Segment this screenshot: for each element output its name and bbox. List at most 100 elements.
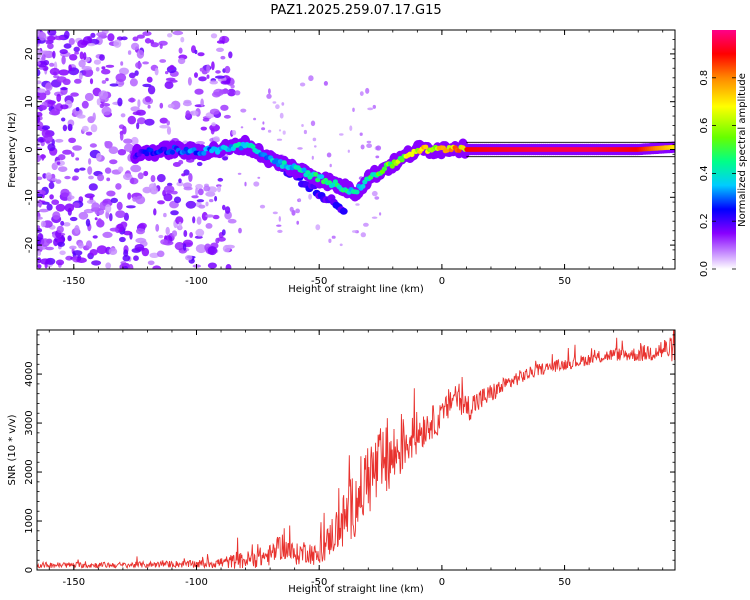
heatmap-noise-cell bbox=[347, 149, 350, 153]
heatmap-noise-cell bbox=[82, 68, 94, 77]
heatmap-noise-cell bbox=[220, 80, 231, 85]
heatmap-noise-cell bbox=[119, 132, 124, 141]
heatmap-noise-cell bbox=[272, 211, 278, 215]
heatmap-noise-cell bbox=[123, 249, 129, 257]
heatmap-noise-cell bbox=[60, 104, 69, 110]
heatmap-noise-cell bbox=[276, 224, 282, 227]
heatmap-noise-cell bbox=[312, 137, 317, 142]
heatmap-noise-cell bbox=[237, 172, 242, 175]
heatmap-noise-cell bbox=[205, 223, 213, 229]
heatmap-noise-cell bbox=[205, 201, 209, 207]
heatmap-noise-cell bbox=[203, 185, 211, 192]
heatmap-noise-cell bbox=[55, 203, 66, 212]
heatmap-noise-cell bbox=[94, 217, 98, 221]
heatmap-noise-cell bbox=[159, 59, 167, 63]
heatmap-noise-cell bbox=[159, 102, 164, 109]
heatmap-noise-cell bbox=[278, 216, 281, 222]
heatmap-noise-cell bbox=[56, 161, 61, 165]
heatmap-noise-cell bbox=[194, 49, 198, 55]
heatmap-x-tick-label: 50 bbox=[558, 276, 571, 287]
heatmap-noise-cell bbox=[157, 200, 165, 205]
heatmap-noise-cell bbox=[67, 235, 72, 242]
heatmap-noise-cell bbox=[160, 239, 169, 245]
heatmap-noise-cell bbox=[43, 134, 53, 144]
heatmap-noise-cell bbox=[165, 71, 169, 75]
heatmap-ridge-core bbox=[201, 150, 207, 156]
heatmap-y-label: Frequency (Hz) bbox=[7, 112, 18, 188]
heatmap-noise-cell bbox=[279, 112, 284, 119]
heatmap-y-tick-label: 0 bbox=[24, 146, 35, 152]
heatmap-noise-cell bbox=[181, 173, 186, 177]
heatmap-noise-cell bbox=[303, 129, 307, 135]
heatmap-ridge-core bbox=[423, 144, 429, 150]
heatmap-noise-cell bbox=[102, 231, 113, 238]
heatmap-noise-cell bbox=[352, 230, 357, 233]
heatmap-noise-cell bbox=[91, 260, 102, 266]
heatmap-noise-cell bbox=[131, 42, 140, 51]
heatmap-noise-cell bbox=[259, 204, 266, 209]
heatmap-noise-cell bbox=[47, 35, 56, 42]
heatmap-ridge-core bbox=[169, 149, 176, 155]
heatmap-noise-cell bbox=[272, 101, 277, 104]
heatmap-noise-cell bbox=[200, 126, 207, 131]
heatmap-x-tick-label: -150 bbox=[62, 276, 85, 287]
heatmap-noise-cell bbox=[101, 80, 107, 84]
heatmap-noise-cell bbox=[53, 61, 58, 70]
heatmap-noise-cell bbox=[355, 203, 360, 206]
heatmap-noise-cell bbox=[143, 170, 149, 177]
heatmap-noise-cell bbox=[210, 127, 215, 135]
heatmap-noise-cell bbox=[185, 255, 193, 261]
heatmap-noise-cell bbox=[175, 216, 184, 225]
heatmap-noise-cell bbox=[367, 107, 374, 111]
heatmap-noise-cell bbox=[257, 176, 261, 179]
heatmap-ridge-core bbox=[672, 144, 675, 150]
heatmap-noise-cell bbox=[120, 36, 128, 41]
snr-background bbox=[37, 330, 675, 570]
heatmap-noise-cell bbox=[144, 38, 152, 44]
heatmap-noise-cell bbox=[109, 213, 113, 222]
heatmap-noise-cell bbox=[148, 183, 157, 190]
heatmap-noise-cell bbox=[359, 91, 364, 96]
heatmap-noise-cell bbox=[207, 262, 217, 269]
heatmap-noise-cell bbox=[192, 216, 196, 224]
heatmap-noise-cell bbox=[57, 241, 65, 247]
heatmap-noise-cell bbox=[176, 181, 184, 187]
heatmap-noise-cell bbox=[136, 122, 140, 130]
heatmap-noise-cell bbox=[77, 39, 88, 48]
heatmap-noise-cell bbox=[142, 31, 152, 36]
snr-y-tick-label: 0 bbox=[24, 567, 35, 573]
heatmap-noise-cell bbox=[109, 227, 120, 232]
heatmap-noise-cell bbox=[349, 125, 353, 131]
heatmap-ridge-core bbox=[238, 145, 244, 151]
heatmap-noise-cell bbox=[88, 183, 98, 191]
heatmap-noise-cell bbox=[366, 143, 372, 148]
heatmap-noise-cell bbox=[37, 80, 42, 85]
heatmap-noise-cell bbox=[78, 72, 83, 80]
colorbar-tick-label: 0.0 bbox=[699, 261, 710, 277]
heatmap-noise-cell bbox=[365, 87, 370, 94]
heatmap-noise-cell bbox=[58, 166, 68, 173]
heatmap-noise-cell bbox=[104, 167, 112, 174]
heatmap-noise-cell bbox=[230, 84, 235, 89]
heatmap-noise-cell bbox=[119, 236, 126, 243]
heatmap-noise-cell bbox=[51, 178, 58, 182]
heatmap-noise-cell bbox=[85, 131, 93, 136]
heatmap-noise-cell bbox=[213, 136, 220, 142]
heatmap-x-label: Height of straight line (km) bbox=[288, 284, 424, 295]
heatmap-noise-cell bbox=[37, 154, 42, 163]
heatmap-noise-cell bbox=[201, 70, 208, 75]
colorbar-tick-label: 0.4 bbox=[699, 165, 710, 181]
heatmap-noise-cell bbox=[142, 186, 152, 194]
heatmap-ridge-core bbox=[144, 151, 150, 157]
heatmap-noise-cell bbox=[122, 125, 127, 135]
heatmap-noise-cell bbox=[128, 97, 136, 103]
snr-x-tick-label: -100 bbox=[185, 577, 208, 588]
heatmap-noise-cell bbox=[172, 30, 184, 36]
heatmap-noise-cell bbox=[194, 72, 198, 78]
heatmap-ridge-core bbox=[305, 170, 311, 175]
heatmap-noise-cell bbox=[167, 103, 175, 109]
heatmap-ridge-core bbox=[183, 146, 189, 152]
heatmap-noise-cell bbox=[372, 104, 376, 109]
heatmap-noise-cell bbox=[159, 43, 163, 49]
